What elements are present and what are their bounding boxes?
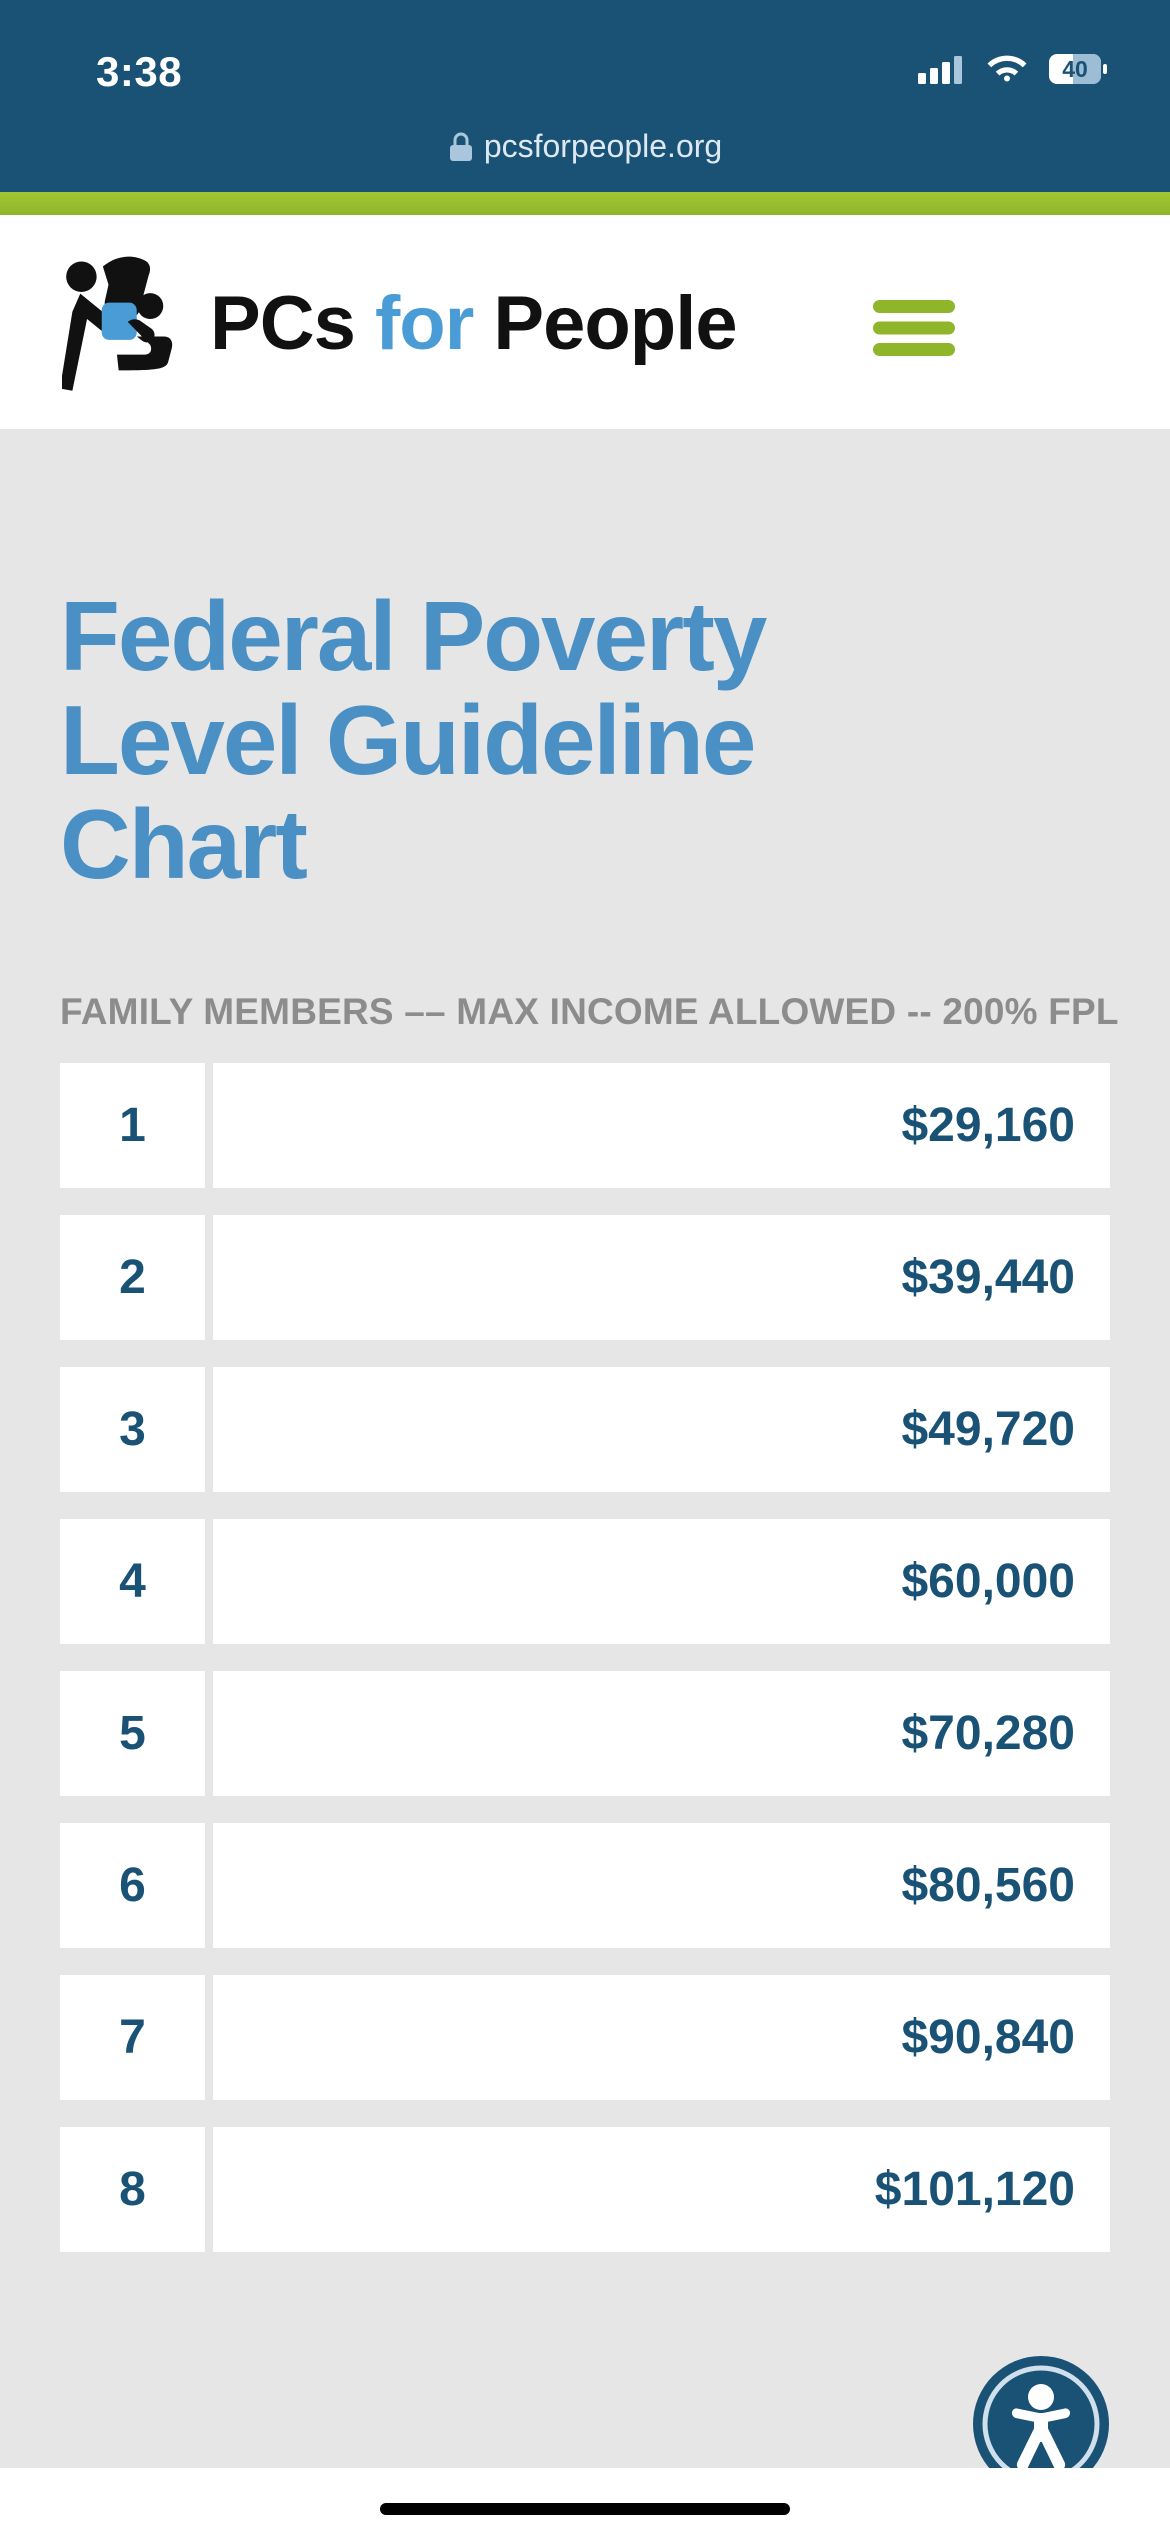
- svg-text:40: 40: [1062, 56, 1088, 82]
